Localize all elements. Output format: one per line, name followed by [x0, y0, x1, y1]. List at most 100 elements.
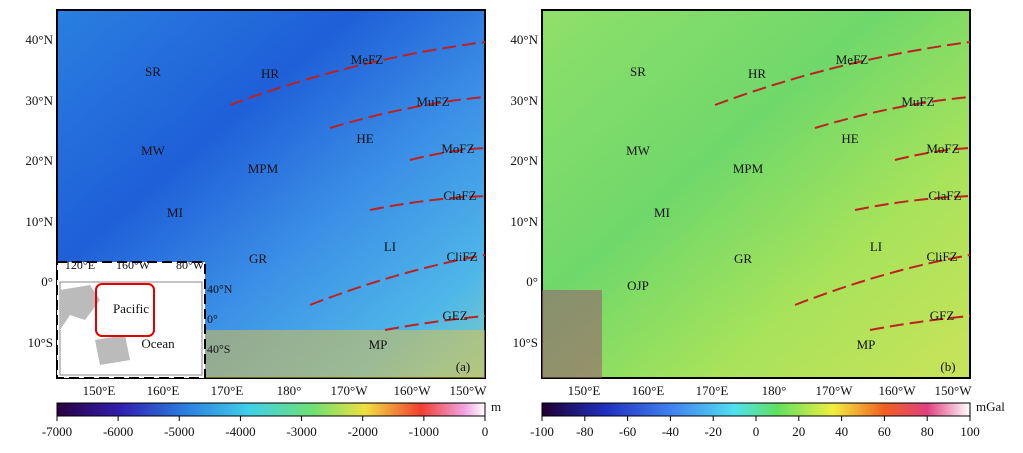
feature-label: MI [654, 205, 670, 220]
feature-label: ClaFZ [928, 188, 961, 203]
colorbar-tick-label: -3000 [286, 424, 316, 439]
fracture-line [894, 147, 971, 161]
colorbar-tick-label: -40 [662, 424, 679, 439]
fracture-line [854, 195, 971, 211]
fracture-line [409, 147, 486, 161]
colorbar-tick-label: -4000 [225, 424, 255, 439]
colorbar-tick-label: -5000 [164, 424, 194, 439]
feature-label: MW [626, 143, 651, 158]
fracture-line [369, 195, 486, 211]
lat-label: 0° [41, 274, 53, 289]
feature-label: CliFZ [926, 249, 957, 264]
panel-label: (b) [940, 359, 955, 374]
inset-region [95, 283, 155, 337]
panel-label: (a) [456, 359, 470, 374]
inset-ocean-label: Ocean [141, 336, 175, 351]
lon-label: 150°E [568, 383, 601, 398]
feature-label: HR [748, 66, 766, 81]
fracture-line [814, 96, 971, 129]
lat-label: 20°N [510, 153, 538, 168]
inset-lon-label: 120°E [65, 258, 95, 272]
inset-lon-label: 160°W [116, 258, 151, 272]
colorbar-unit: mGal [976, 399, 1005, 414]
lon-label: 170°E [211, 383, 244, 398]
lon-label: 160°E [147, 383, 180, 398]
feature-label: LI [870, 239, 882, 254]
lat-label: 10°N [510, 214, 538, 229]
feature-label: HE [841, 131, 858, 146]
feature-label: MPM [248, 161, 279, 176]
feature-label: GR [249, 251, 267, 266]
inset-lat-label: 0° [207, 312, 218, 326]
lat-label: 40°N [25, 32, 53, 47]
feature-label: MW [141, 143, 166, 158]
map-frame [541, 9, 971, 379]
fracture-line [869, 315, 971, 331]
feature-label: MPM [733, 161, 764, 176]
lon-label: 150°E [83, 383, 116, 398]
colorbar-tick-label: 0 [482, 424, 489, 439]
lon-label: 160°W [879, 383, 917, 398]
inset-ocean-label: Pacific [113, 301, 149, 316]
feature-label: OJP [627, 278, 649, 293]
inset [56, 261, 206, 379]
lon-label: 170°W [816, 383, 854, 398]
feature-label: HE [356, 131, 373, 146]
feature-label: GEZ [442, 308, 467, 323]
feature-label: GFZ [930, 308, 955, 323]
lon-label: 180° [277, 383, 302, 398]
feature-label: MP [369, 337, 388, 352]
colorbar-tick-label: -20 [705, 424, 722, 439]
lon-label: 150°W [935, 383, 973, 398]
lon-label: 160°W [394, 383, 432, 398]
feature-label: MoFZ [926, 141, 959, 156]
colorbar-tick-label: 20 [792, 424, 805, 439]
colorbar-tick-label: -60 [619, 424, 636, 439]
fracture-line [329, 96, 486, 129]
feature-label: MeFZ [836, 52, 869, 67]
colorbar [541, 402, 971, 417]
lon-label: 170°E [696, 383, 729, 398]
lat-label: 10°N [25, 214, 53, 229]
lat-label: 20°N [25, 153, 53, 168]
colorbar-tick-label: 40 [835, 424, 848, 439]
colorbar-tick-label: 100 [960, 424, 980, 439]
colorbar [56, 402, 486, 417]
feature-label: MoFZ [441, 141, 474, 156]
lat-label: 0° [526, 274, 538, 289]
feature-label: LI [384, 239, 396, 254]
feature-label: SR [145, 64, 161, 79]
lat-label: 10°S [28, 335, 53, 350]
lon-label: 160°E [632, 383, 665, 398]
feature-label: ClaFZ [443, 188, 476, 203]
feature-label: MI [167, 205, 183, 220]
colorbar-tick-label: -6000 [103, 424, 133, 439]
feature-label: MeFZ [351, 52, 384, 67]
colorbar-tick-label: -100 [530, 424, 554, 439]
feature-label: HR [261, 66, 279, 81]
lon-label: 150°W [450, 383, 488, 398]
feature-label: GR [734, 251, 752, 266]
inset-lon-label: 80°W [176, 258, 205, 272]
colorbar-tick-label: 80 [921, 424, 934, 439]
colorbar-unit: m [491, 399, 501, 414]
lat-label: 30°N [25, 93, 53, 108]
lon-label: 180° [762, 383, 787, 398]
fracture-line [384, 315, 486, 331]
lat-label: 10°S [513, 335, 538, 350]
colorbar-tick-label: 60 [878, 424, 891, 439]
feature-label: MuFZ [416, 94, 449, 109]
colorbar-tick-label: -7000 [42, 424, 72, 439]
colorbar-tick-label: -80 [576, 424, 593, 439]
fracture-line [794, 254, 971, 306]
lat-label: 30°N [510, 93, 538, 108]
map-shade [542, 290, 602, 378]
inset-lat-label: 40°N [207, 282, 233, 296]
fracture-zones [229, 41, 971, 331]
feature-label: SR [630, 64, 646, 79]
inset-lat-label: 40°S [207, 342, 230, 356]
lon-label: 170°W [331, 383, 369, 398]
feature-label: MP [857, 337, 876, 352]
inset-land [60, 285, 130, 365]
